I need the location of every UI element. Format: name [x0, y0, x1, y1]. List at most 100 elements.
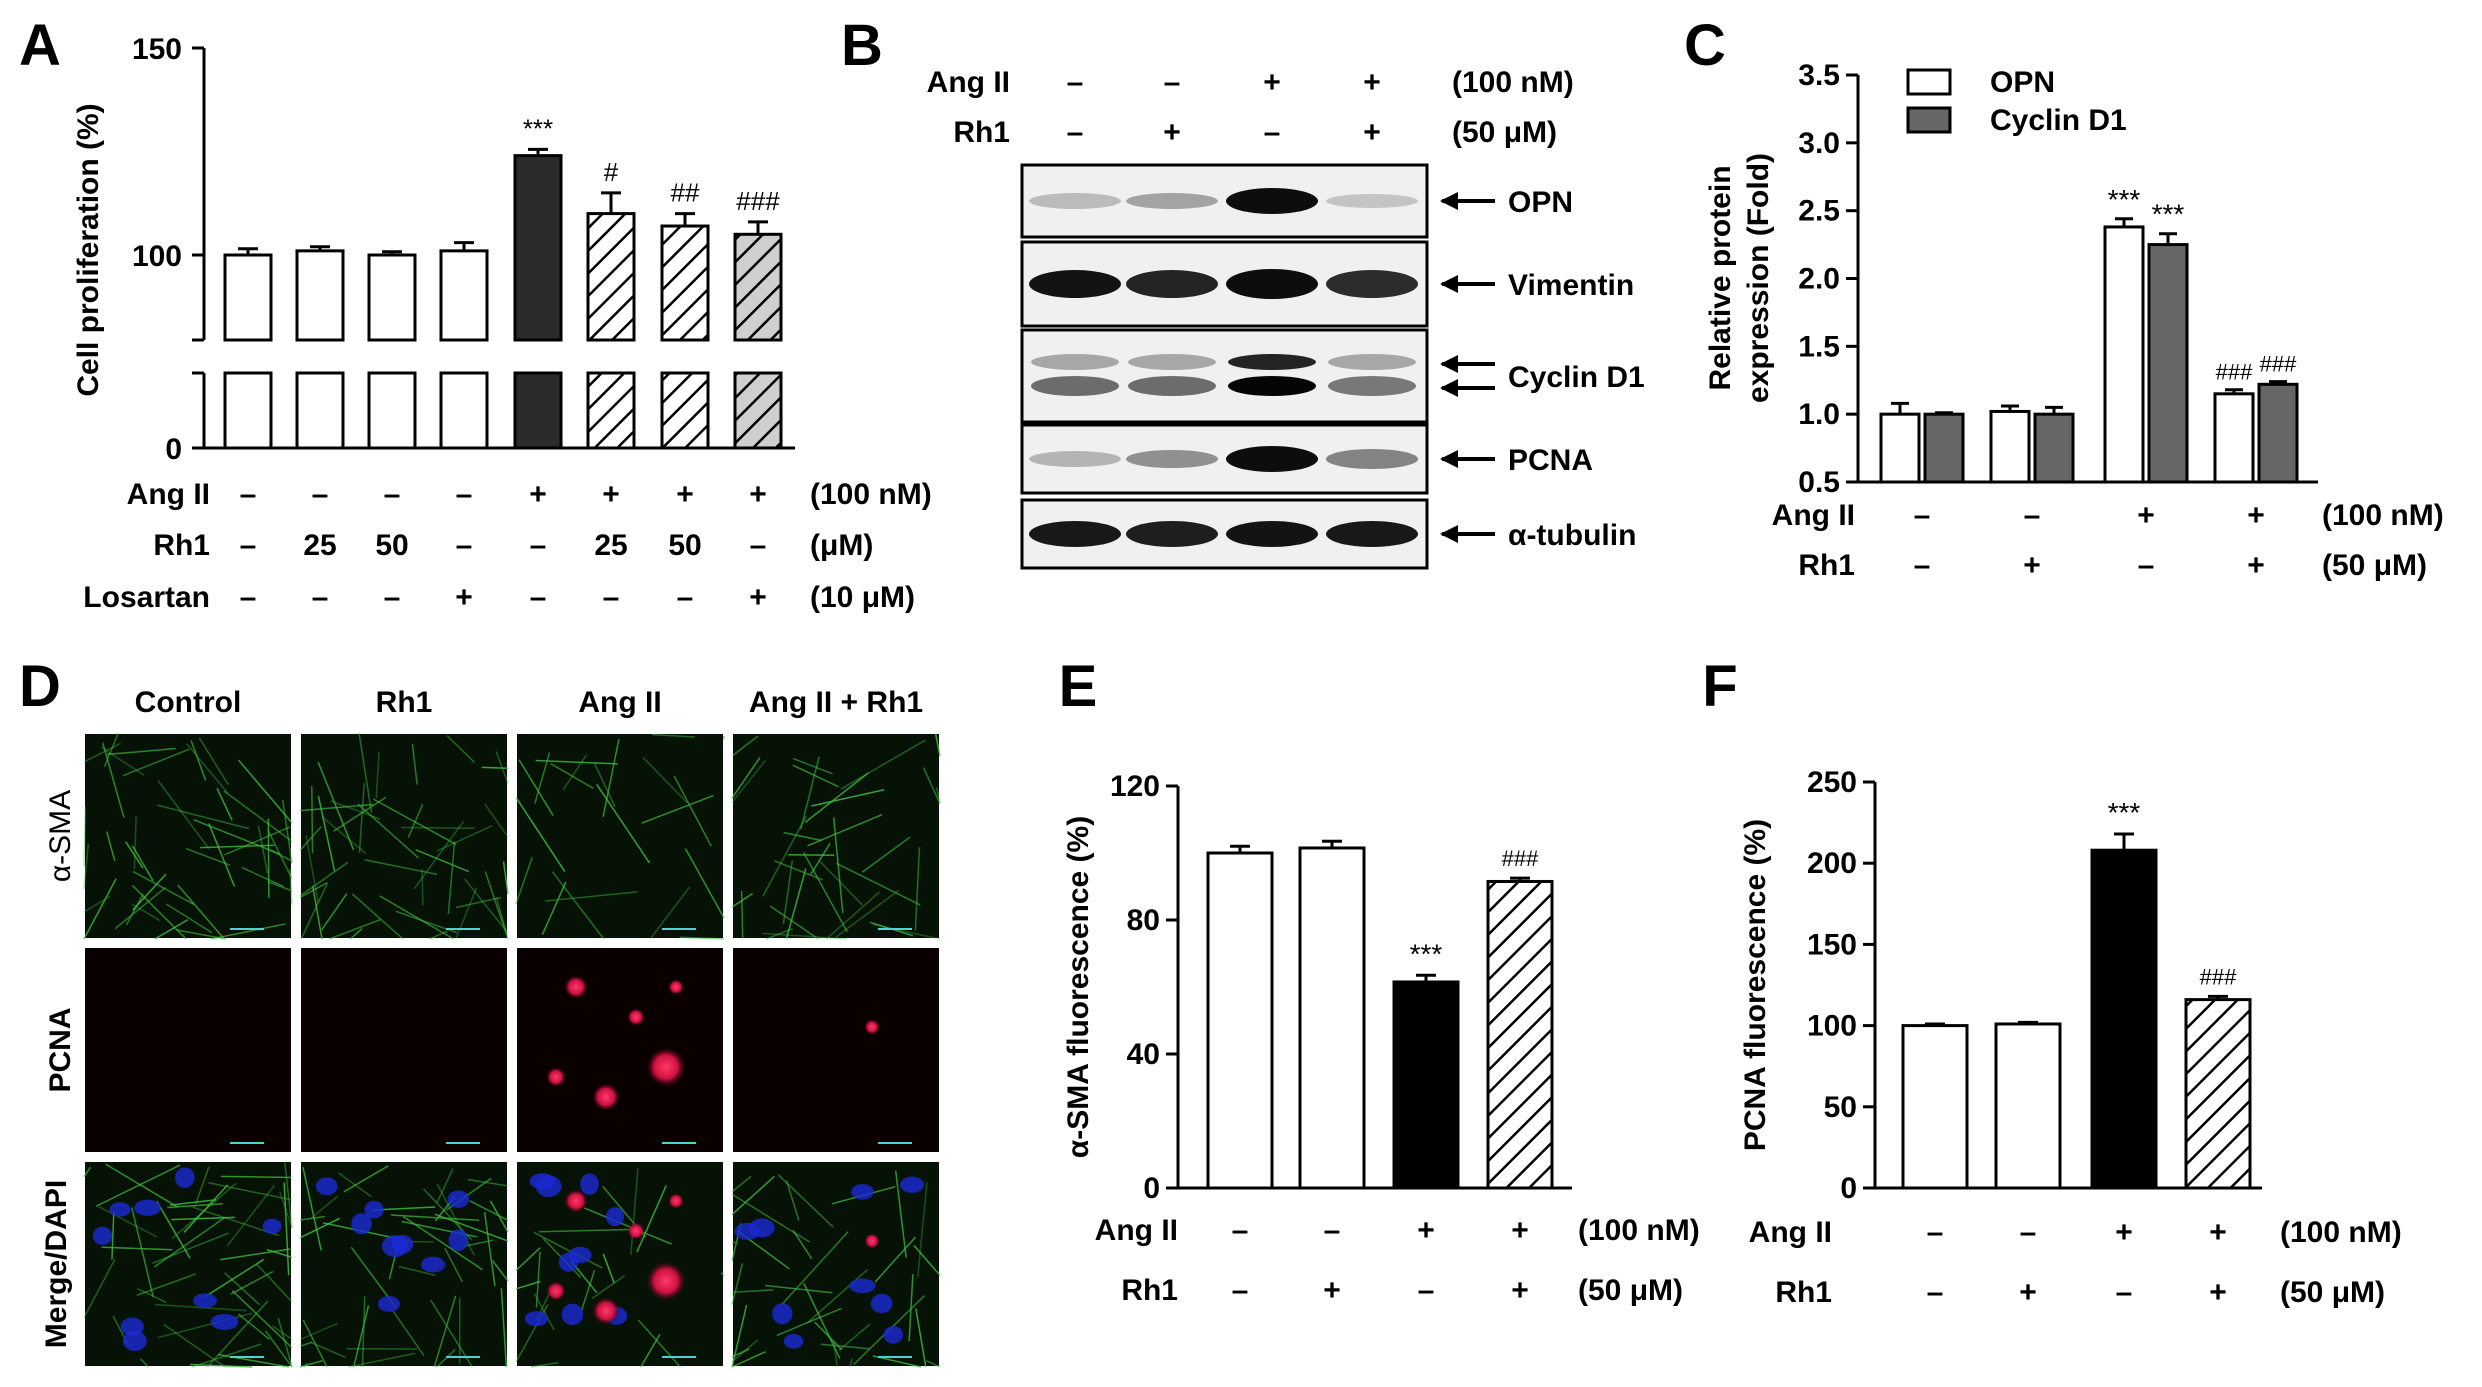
bar: ***: [2090, 797, 2158, 1190]
fiber-stroke: [637, 1319, 681, 1368]
fiber-stroke: [731, 1339, 759, 1363]
blot-band: [1128, 354, 1216, 370]
dapi-nucleus: [315, 1177, 338, 1196]
fiber-stroke: [731, 1175, 752, 1193]
blot-band: [1328, 376, 1416, 396]
fiber-stroke: [515, 1280, 541, 1290]
condition-value: +: [529, 478, 547, 511]
condition-unit: (50 μM): [1578, 1274, 1683, 1307]
fiber-stroke: [131, 1207, 154, 1297]
fiber-stroke: [776, 1307, 842, 1337]
fiber-stroke: [311, 885, 323, 940]
condition-unit: (100 nM): [810, 478, 932, 511]
fiber-stroke: [430, 1299, 473, 1368]
y-tick-label: 0: [165, 433, 182, 466]
column-header: Rh1: [376, 686, 433, 719]
condition-value: +: [1511, 1274, 1529, 1307]
fiber-stroke: [299, 861, 349, 897]
micrograph-tile: [83, 1160, 293, 1368]
condition-unit: (μM): [810, 529, 873, 562]
fiber-stroke: [538, 1228, 635, 1233]
blot-band: [1326, 270, 1418, 298]
legend-label: Cyclin D1: [1990, 104, 2127, 137]
condition-unit: (10 μM): [810, 581, 915, 614]
fiber-stroke: [774, 860, 823, 881]
fiber-stroke: [679, 936, 725, 940]
dapi-nucleus: [748, 1218, 775, 1238]
fiber-stroke: [102, 742, 125, 818]
bar-rect: [2033, 412, 2075, 484]
condition-name: Rh1: [1775, 1276, 1832, 1309]
micrograph-background: [83, 1160, 293, 1368]
condition-value: +: [2023, 549, 2041, 582]
fiber-stroke: [649, 886, 691, 940]
blot-label: α-tubulin: [1508, 519, 1636, 552]
fiber-stroke: [533, 1293, 555, 1331]
bar: [439, 241, 489, 450]
fiber-stroke: [640, 1333, 661, 1368]
fiber-stroke: [533, 1231, 603, 1269]
panel-f: F 0 50 100 150 200 250 PCNA fluorescence (%) ***…: [1702, 654, 2401, 1309]
micrograph-tile: [83, 946, 293, 1154]
micrograph-tile: [299, 732, 509, 940]
y-tick-label: 2.0: [1798, 263, 1840, 296]
dapi-nucleus: [606, 1207, 625, 1227]
y-tick-label: 0: [1840, 1172, 1857, 1205]
fiber-stroke: [223, 790, 293, 842]
fiber-stroke: [652, 733, 695, 738]
blot-band: [1328, 354, 1416, 370]
legend-swatch: [1906, 68, 1952, 96]
fiber-stroke: [133, 815, 137, 869]
fiber-stroke: [495, 751, 509, 784]
dapi-nucleus: [120, 1317, 144, 1336]
blot-band: [1326, 521, 1418, 547]
fiber-stroke: [194, 1166, 210, 1205]
fiber-stroke: [140, 1358, 149, 1368]
condition-value: +: [2019, 1276, 2037, 1309]
column-header: Ang II: [578, 686, 661, 719]
fiber-stroke: [264, 1330, 293, 1368]
blot-band: [1126, 270, 1218, 298]
fiber-stroke: [349, 927, 363, 940]
condition-name: Ang II: [127, 478, 210, 511]
fiber-stroke: [114, 887, 166, 930]
fiber-stroke: [481, 766, 509, 770]
blot-band: [1029, 270, 1121, 298]
condition-unit: (100 nM): [2322, 499, 2444, 532]
fiber-stroke: [630, 1168, 639, 1256]
dapi-nucleus: [783, 1333, 804, 1349]
micrograph-background: [83, 946, 293, 1154]
fiber-stroke: [216, 787, 233, 821]
blot-band: [1029, 451, 1121, 467]
micrograph-tile: [299, 1160, 509, 1368]
bar-upper: [439, 249, 489, 342]
fiber-stroke: [302, 1319, 328, 1368]
condition-value: +: [1511, 1214, 1529, 1247]
dapi-nucleus: [851, 1184, 874, 1200]
fiber-stroke: [731, 1289, 774, 1294]
fiber-stroke: [281, 799, 293, 864]
fiber-stroke: [256, 1263, 293, 1303]
fiber-stroke: [398, 1265, 436, 1277]
fiber-stroke: [226, 1184, 276, 1247]
bar: [295, 245, 345, 450]
fiber-stroke: [535, 1251, 541, 1308]
fiber-stroke: [299, 1359, 323, 1368]
condition-value: 25: [594, 529, 627, 562]
fiber-stroke: [310, 1195, 339, 1219]
dapi-nucleus: [535, 1175, 562, 1198]
bar: ###: [2257, 352, 2299, 484]
fiber-stroke: [132, 870, 195, 906]
condition-value: –: [1418, 1274, 1435, 1307]
arrow-head-icon: [1440, 192, 1458, 210]
fiber-stroke: [806, 1269, 869, 1324]
fiber-stroke: [224, 826, 291, 856]
fiber-stroke: [156, 1201, 191, 1259]
y-tick-label: 100: [1807, 1010, 1857, 1043]
fiber-stroke: [353, 1305, 370, 1368]
pcna-nucleus: [668, 979, 684, 995]
condition-value: –: [2116, 1276, 2133, 1309]
pcna-nucleus: [546, 1067, 566, 1087]
fiber-stroke: [800, 756, 820, 830]
